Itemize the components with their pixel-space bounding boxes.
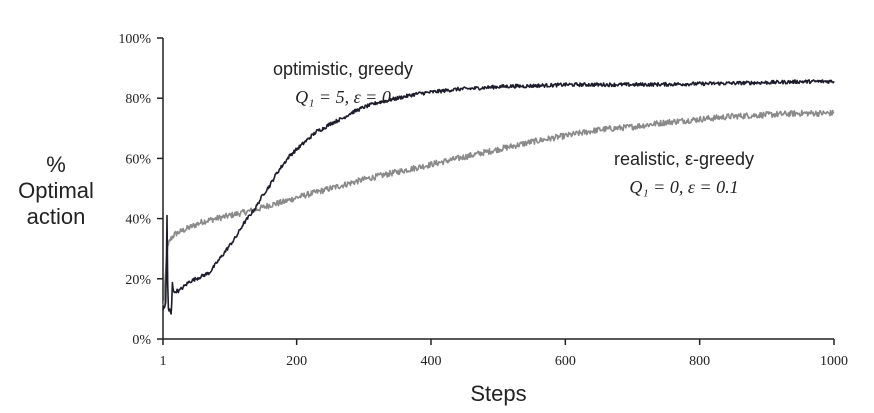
y-tick-label: 40% (125, 213, 151, 228)
y-axis-title-line-3: action (27, 204, 86, 229)
x-tick-label: 800 (689, 354, 710, 369)
series-group (162, 79, 835, 315)
annotations: optimistic, greedy Q₁ = 5, ε = 0 realist… (273, 59, 754, 197)
optimistic-annotation-line-2: Q₁ = 5, ε = 0 (295, 87, 391, 107)
realistic-annotation-line-1: realistic, ε-greedy (614, 149, 754, 169)
realistic-annotation-line-2: Q₁ = 0, ε = 0.1 (629, 177, 738, 197)
y-tick-label: 20% (125, 273, 151, 288)
y-tick-label: 0% (132, 333, 151, 348)
x-tick-label: 1000 (820, 354, 848, 369)
y-ticks: 0% 20% 40% 60% 80% 100% (118, 32, 163, 348)
axes (162, 38, 834, 340)
x-tick-label: 600 (555, 354, 576, 369)
y-axis-title-line-2: Optimal (18, 178, 94, 203)
series-line-optimistic (162, 79, 835, 315)
y-tick-label: 80% (125, 92, 151, 107)
y-tick-label: 100% (118, 32, 151, 47)
x-tick-label: 200 (286, 354, 307, 369)
x-tick-label: 1 (160, 354, 167, 369)
y-tick-label: 60% (125, 152, 151, 167)
x-axis-title: Steps (470, 381, 526, 406)
x-tick-label: 400 (420, 354, 441, 369)
x-ticks: 1 200 400 600 800 1000 (160, 339, 848, 369)
series-line-realistic (162, 109, 835, 306)
optimistic-annotation-line-1: optimistic, greedy (273, 59, 413, 79)
y-axis-title-line-1: % (46, 152, 66, 177)
